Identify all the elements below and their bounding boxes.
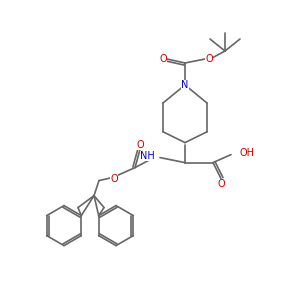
- Text: N: N: [181, 80, 189, 90]
- Text: NH: NH: [140, 151, 155, 160]
- Text: O: O: [217, 178, 225, 189]
- Text: O: O: [110, 174, 118, 184]
- Text: OH: OH: [239, 148, 254, 158]
- Text: O: O: [136, 140, 144, 150]
- Text: O: O: [205, 54, 213, 64]
- Text: O: O: [159, 54, 167, 64]
